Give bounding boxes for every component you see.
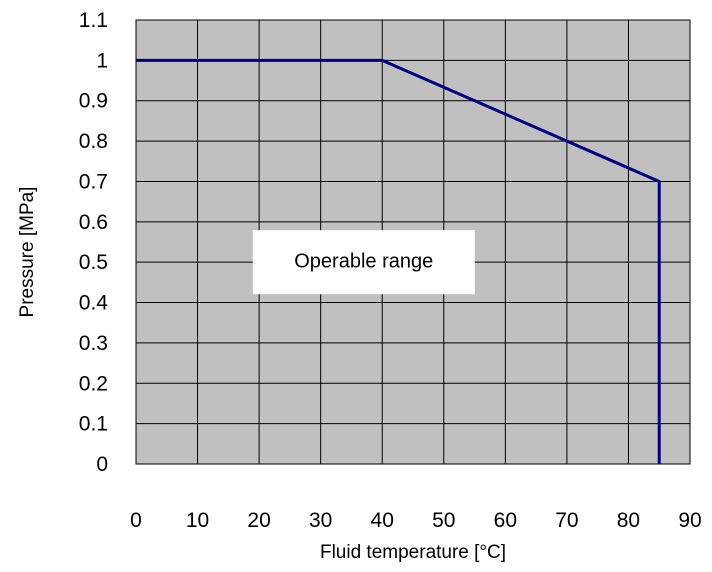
y-tick-label: 0.2 bbox=[79, 372, 108, 395]
x-tick-labels: 0 10 20 30 40 50 60 70 80 90 bbox=[130, 509, 702, 532]
x-tick-label: 0 bbox=[130, 509, 142, 532]
x-axis-title: Fluid temperature [°C] bbox=[320, 542, 506, 563]
y-tick-label: 1.1 bbox=[79, 9, 108, 32]
y-tick-label: 0.5 bbox=[79, 251, 108, 274]
x-tick-label: 10 bbox=[186, 509, 209, 532]
y-tick-label: 0.1 bbox=[79, 413, 108, 436]
y-tick-label: 0.7 bbox=[79, 170, 108, 193]
x-tick-label: 70 bbox=[555, 509, 578, 532]
y-tick-label: 0.6 bbox=[79, 211, 108, 234]
y-tick-label: 0.8 bbox=[79, 130, 108, 153]
pressure-temperature-line bbox=[136, 58, 661, 464]
x-tick-label: 40 bbox=[371, 509, 394, 532]
y-tick-label: 1 bbox=[96, 49, 108, 72]
x-tick-label: 80 bbox=[617, 509, 640, 532]
y-axis-title: Pressure [MPa] bbox=[17, 187, 38, 318]
x-tick-label: 50 bbox=[432, 509, 455, 532]
x-tick-label: 60 bbox=[494, 509, 517, 532]
y-tick-labels: 0 0.1 0.2 0.3 0.4 0.5 0.6 0.7 0.8 0.9 1 1.1 bbox=[79, 9, 109, 476]
x-tick-label: 90 bbox=[678, 509, 701, 532]
y-tick-label: 0.3 bbox=[79, 332, 108, 355]
y-tick-label: 0.9 bbox=[79, 90, 108, 113]
x-tick-label: 30 bbox=[309, 509, 332, 532]
x-tick-label: 20 bbox=[247, 509, 270, 532]
y-tick-label: 0 bbox=[96, 453, 108, 476]
annotation-label: Operable range bbox=[294, 250, 433, 272]
annotation-box bbox=[252, 230, 475, 295]
y-tick-label: 0.4 bbox=[79, 292, 109, 315]
annotation: Operable range bbox=[252, 230, 475, 295]
